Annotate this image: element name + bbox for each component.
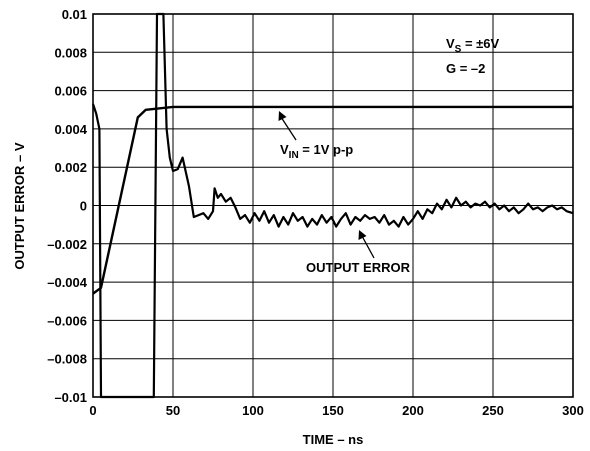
y-tick-label: 0.004 — [54, 122, 87, 137]
plot-frame — [92, 13, 574, 398]
x-tick-label: 100 — [242, 403, 264, 418]
y-axis-title: OUTPUT ERROR – V — [12, 142, 27, 269]
y-tick-label: –0.006 — [47, 313, 87, 328]
x-tick-label: 250 — [482, 403, 504, 418]
x-axis-title: TIME – ns — [303, 432, 364, 447]
y-tick-label: 0.006 — [54, 84, 87, 99]
y-tick-label: 0.008 — [54, 45, 87, 60]
y-tick-label: –0.008 — [47, 352, 87, 367]
x-tick-label: 300 — [562, 403, 584, 418]
x-tick-label: 150 — [322, 403, 344, 418]
x-tick-label: 50 — [166, 403, 180, 418]
series-layer — [91, 12, 574, 399]
vin-series-label: VIN = 1V p-p — [280, 142, 353, 161]
y-tick-label: 0.01 — [62, 7, 87, 22]
y-tick-label: –0.004 — [47, 275, 88, 290]
output-error-series-label: OUTPUT ERROR — [306, 260, 411, 275]
x-tick-label: 0 — [89, 403, 96, 418]
error-label-arrow — [361, 235, 375, 259]
y-tick-label: –0.01 — [54, 390, 87, 405]
x-tick-label: 200 — [402, 403, 424, 418]
output-error-curve — [91, 12, 574, 399]
vin-label-arrow — [280, 116, 297, 141]
y-tick-label: 0 — [80, 199, 87, 214]
y-tick-label: 0.002 — [54, 160, 87, 175]
vin-label-arrowhead — [278, 111, 287, 121]
gain-condition-label: G = –2 — [446, 61, 485, 76]
error-label-arrowhead — [358, 230, 367, 240]
supply-condition-label: VS = ±6V — [446, 36, 500, 55]
y-tick-label: –0.002 — [47, 237, 87, 252]
tick-labels: 0 50 100 150 200 250 300 0.01 0.008 0.006 0.004 0.0… — [47, 7, 584, 418]
